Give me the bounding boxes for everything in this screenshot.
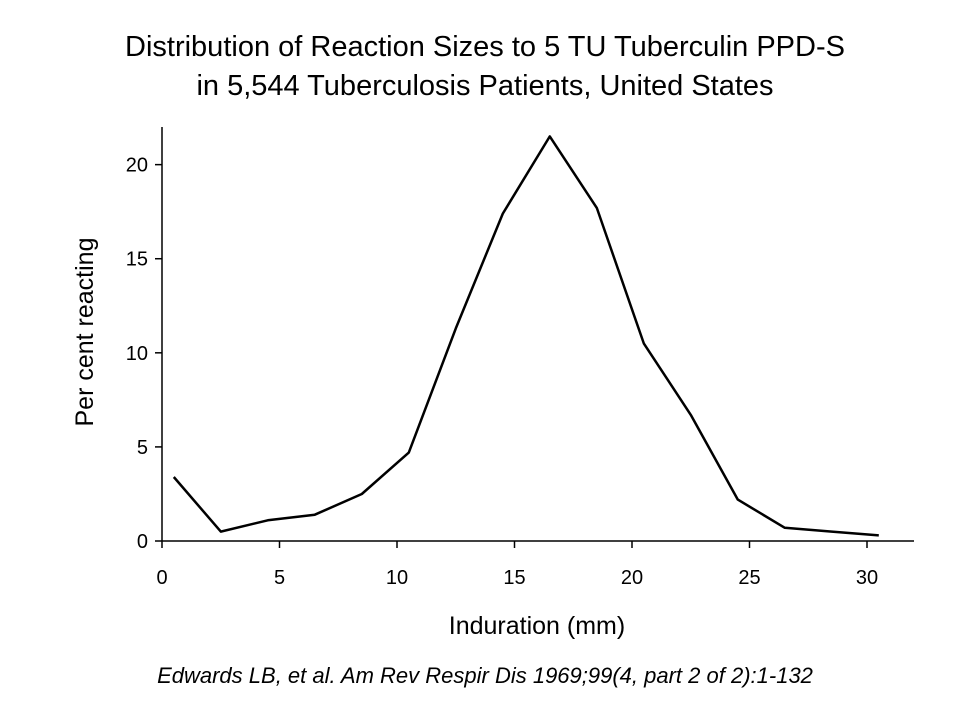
series-line (172, 135, 879, 537)
y-tick-label: 5 (137, 437, 148, 459)
x-axis-label: Induration (mm) (449, 612, 625, 640)
y-axis-ticks: 0 5 10 15 20 (126, 155, 162, 553)
y-axis-label: Per cent reacting (71, 238, 99, 427)
chart-title-line-2: in 5,544 Tuberculosis Patients, United S… (196, 70, 774, 102)
x-tick-label: 10 (386, 567, 408, 589)
x-tick-label: 25 (738, 567, 760, 589)
x-tick-label: 20 (621, 567, 643, 589)
x-tick-label: 15 (503, 567, 525, 589)
x-tick-label: 30 (856, 567, 878, 589)
series-points (174, 136, 879, 535)
x-axis-ticks: 0 5 10 15 20 25 30 (156, 541, 878, 589)
chart-title-line-1: Distribution of Reaction Sizes to 5 TU T… (125, 31, 845, 63)
y-tick-label: 0 (137, 531, 148, 553)
y-tick-label: 15 (126, 249, 148, 271)
chart-axes (161, 127, 914, 542)
source-citation: Edwards LB, et al. Am Rev Respir Dis 196… (157, 663, 813, 688)
y-tick-label: 20 (126, 155, 148, 177)
y-tick-label: 10 (126, 343, 148, 365)
x-tick-label: 0 (156, 567, 167, 589)
x-tick-label: 5 (274, 567, 285, 589)
